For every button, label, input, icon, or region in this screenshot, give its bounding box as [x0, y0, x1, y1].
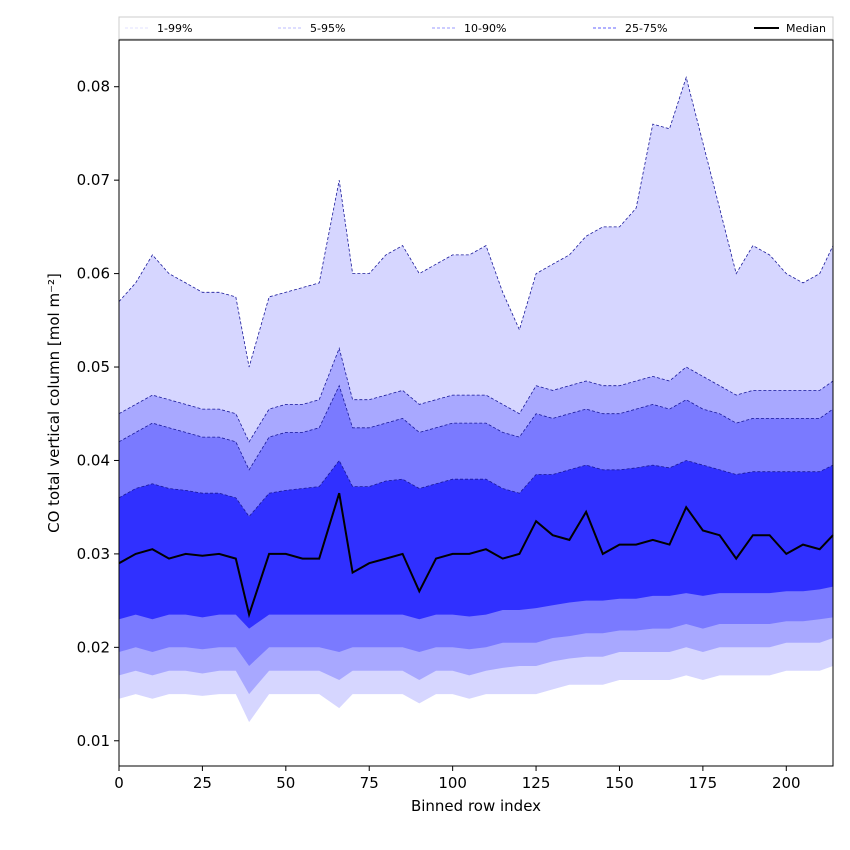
legend-label: 25-75% — [625, 22, 667, 35]
legend: 1-99% 5-95% 10-90% 25-75% Median — [118, 16, 834, 40]
median-line — [118, 492, 834, 619]
x-tick-label: 75 — [360, 774, 379, 792]
legend-label: 5-95% — [310, 22, 345, 35]
y-axis-label: CO total vertical column [mol m⁻²] — [45, 273, 63, 533]
band-3-upper-edge — [118, 384, 834, 471]
y-tick-label: 0.05 — [77, 358, 110, 376]
x-tick-label: 200 — [772, 774, 801, 792]
y-tick-label: 0.02 — [77, 638, 110, 656]
x-axis-label: Binned row index — [411, 797, 541, 815]
legend-label: 1-99% — [157, 22, 192, 35]
band-1-upper-edge — [118, 75, 834, 368]
band-layer — [118, 75, 834, 723]
legend-label: 10-90% — [464, 22, 506, 35]
x-tick-label: 25 — [193, 774, 212, 792]
y-tick-label: 0.08 — [77, 78, 110, 96]
x-axis: 0 25 50 75 100 125 150 175 200 — [114, 766, 801, 792]
y-tick-label: 0.06 — [77, 265, 110, 283]
x-tick-label: 150 — [605, 774, 634, 792]
legend-label: Median — [786, 22, 826, 35]
y-tick-label: 0.01 — [77, 732, 110, 750]
band-2-upper-edge — [118, 347, 834, 443]
legend-box — [118, 16, 834, 40]
y-axis: 0.01 0.02 0.03 0.04 0.05 0.06 0.07 0.08 — [77, 78, 119, 750]
band-4 — [119, 460, 833, 629]
x-tick-label: 175 — [689, 774, 718, 792]
plot-frame — [118, 39, 834, 767]
y-tick-label: 0.04 — [77, 451, 110, 469]
y-tick-label: 0.07 — [77, 171, 110, 189]
band-4-upper-edge — [118, 459, 834, 518]
y-tick-label: 0.03 — [77, 545, 110, 563]
x-tick-label: 125 — [522, 774, 551, 792]
x-tick-label: 50 — [276, 774, 295, 792]
x-tick-label: 0 — [114, 774, 124, 792]
x-tick-label: 100 — [438, 774, 467, 792]
median-layer — [118, 492, 834, 619]
